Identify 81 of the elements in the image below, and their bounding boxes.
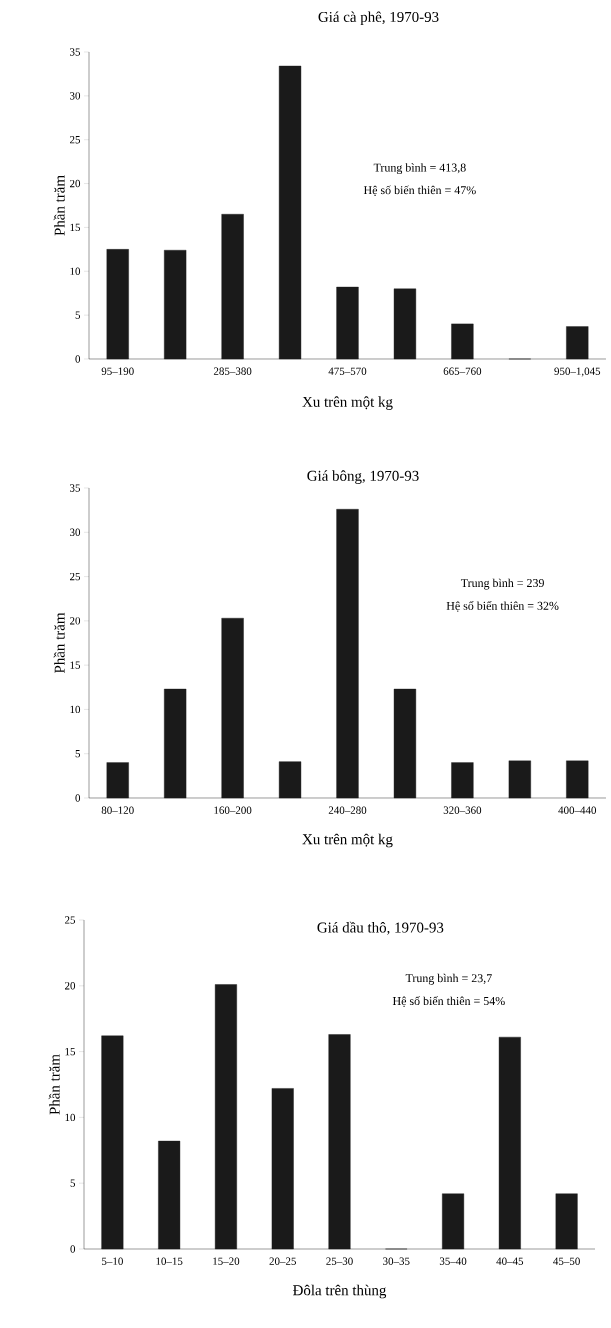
x-tick-label: 30–35 — [383, 1257, 410, 1265]
x-axis-title: Đôla trên thùng — [292, 1284, 387, 1299]
chart-title: Giá dầu thô, 1970-93 — [317, 921, 444, 935]
annotation: Trung bình = 239 — [460, 578, 544, 590]
x-tick-label: 950–1,045 — [554, 367, 601, 377]
annotation: Trung bình = 413,8 — [373, 163, 466, 175]
bar — [106, 249, 129, 360]
x-tick-label: 400–440 — [558, 806, 597, 814]
annotation: Trung bình = 23,7 — [405, 973, 492, 985]
y-tick-label: 30 — [70, 92, 81, 100]
y-tick-label: 0 — [75, 794, 81, 802]
x-tick-label: 320–360 — [443, 806, 482, 814]
y-tick-label: 25 — [70, 572, 81, 581]
bar — [393, 688, 417, 799]
x-tick-label: 285–380 — [213, 367, 252, 375]
x-tick-label: 95–190 — [101, 367, 134, 375]
bar — [336, 509, 359, 799]
x-tick-label: 45–50 — [553, 1257, 580, 1265]
bar — [158, 1140, 181, 1250]
x-tick-label: 20–25 — [269, 1257, 296, 1265]
bar — [221, 214, 244, 360]
y-tick-label: 20 — [65, 982, 76, 990]
y-tick-label: 20 — [70, 179, 81, 188]
bar — [451, 762, 474, 799]
bar — [328, 1034, 351, 1250]
annotation: Hệ số biến thiên = 47% — [363, 185, 476, 197]
y-axis-title: Phần trăm — [53, 175, 65, 236]
bar — [278, 65, 302, 360]
y-tick-label: 15 — [70, 223, 81, 232]
x-tick-label: 25–30 — [326, 1257, 353, 1265]
bar — [498, 1036, 521, 1250]
y-tick-label: 0 — [70, 1245, 76, 1253]
bar — [442, 1193, 465, 1250]
bar — [106, 762, 129, 799]
x-tick-label: 5–10 — [102, 1257, 123, 1265]
x-tick-label: 80–120 — [101, 806, 134, 814]
chart-title: Giá bông, 1970-93 — [307, 470, 419, 484]
y-tick-label: 10 — [70, 705, 81, 714]
x-tick-label: 475–570 — [328, 367, 367, 375]
y-tick-label: 10 — [65, 1113, 76, 1122]
bar — [278, 761, 302, 799]
bar — [101, 1035, 124, 1250]
y-axis-title: Phần trăm — [53, 612, 65, 674]
y-tick-label: 35 — [70, 484, 81, 492]
x-tick-label: 40–45 — [496, 1257, 524, 1265]
bar — [508, 760, 531, 799]
x-tick-label: 160–200 — [214, 806, 252, 814]
y-tick-label: 20 — [70, 617, 81, 625]
bar — [566, 760, 589, 799]
x-tick-label: 15–20 — [213, 1257, 240, 1265]
y-tick-label: 15 — [65, 1047, 76, 1056]
annotation: Hệ số biến thiên = 54% — [392, 996, 505, 1007]
x-tick-label: 665–760 — [443, 367, 482, 375]
bar — [393, 288, 417, 360]
x-tick-label: 35–40 — [439, 1257, 467, 1265]
y-tick-label: 35 — [70, 48, 81, 56]
bar — [271, 1088, 294, 1250]
y-tick-label: 5 — [75, 750, 81, 758]
bar — [164, 250, 187, 360]
y-tick-label: 0 — [75, 355, 81, 363]
bar — [555, 1193, 578, 1250]
bar — [221, 618, 244, 799]
x-axis-title: Xu trên một kg — [302, 396, 393, 410]
bar — [164, 688, 187, 799]
annotation: Hệ số biến thiên = 32% — [446, 601, 559, 612]
chart-title: Giá cà phê, 1970-93 — [318, 11, 439, 26]
y-tick-label: 5 — [75, 311, 81, 319]
x-axis-title: Xu trên một kg — [302, 833, 393, 848]
y-tick-label: 15 — [70, 661, 81, 669]
y-axis-title: Phần trăm — [48, 1054, 60, 1115]
bar — [214, 984, 237, 1250]
x-tick-label: 240–280 — [328, 806, 367, 814]
y-tick-label: 25 — [65, 916, 76, 924]
y-tick-label: 10 — [70, 267, 81, 275]
y-tick-label: 30 — [70, 528, 81, 536]
bar — [566, 326, 589, 360]
y-tick-label: 5 — [70, 1179, 76, 1187]
y-tick-label: 25 — [70, 136, 81, 144]
x-tick-label: 10–15 — [156, 1257, 183, 1265]
bar — [451, 323, 474, 360]
bar — [336, 286, 359, 360]
